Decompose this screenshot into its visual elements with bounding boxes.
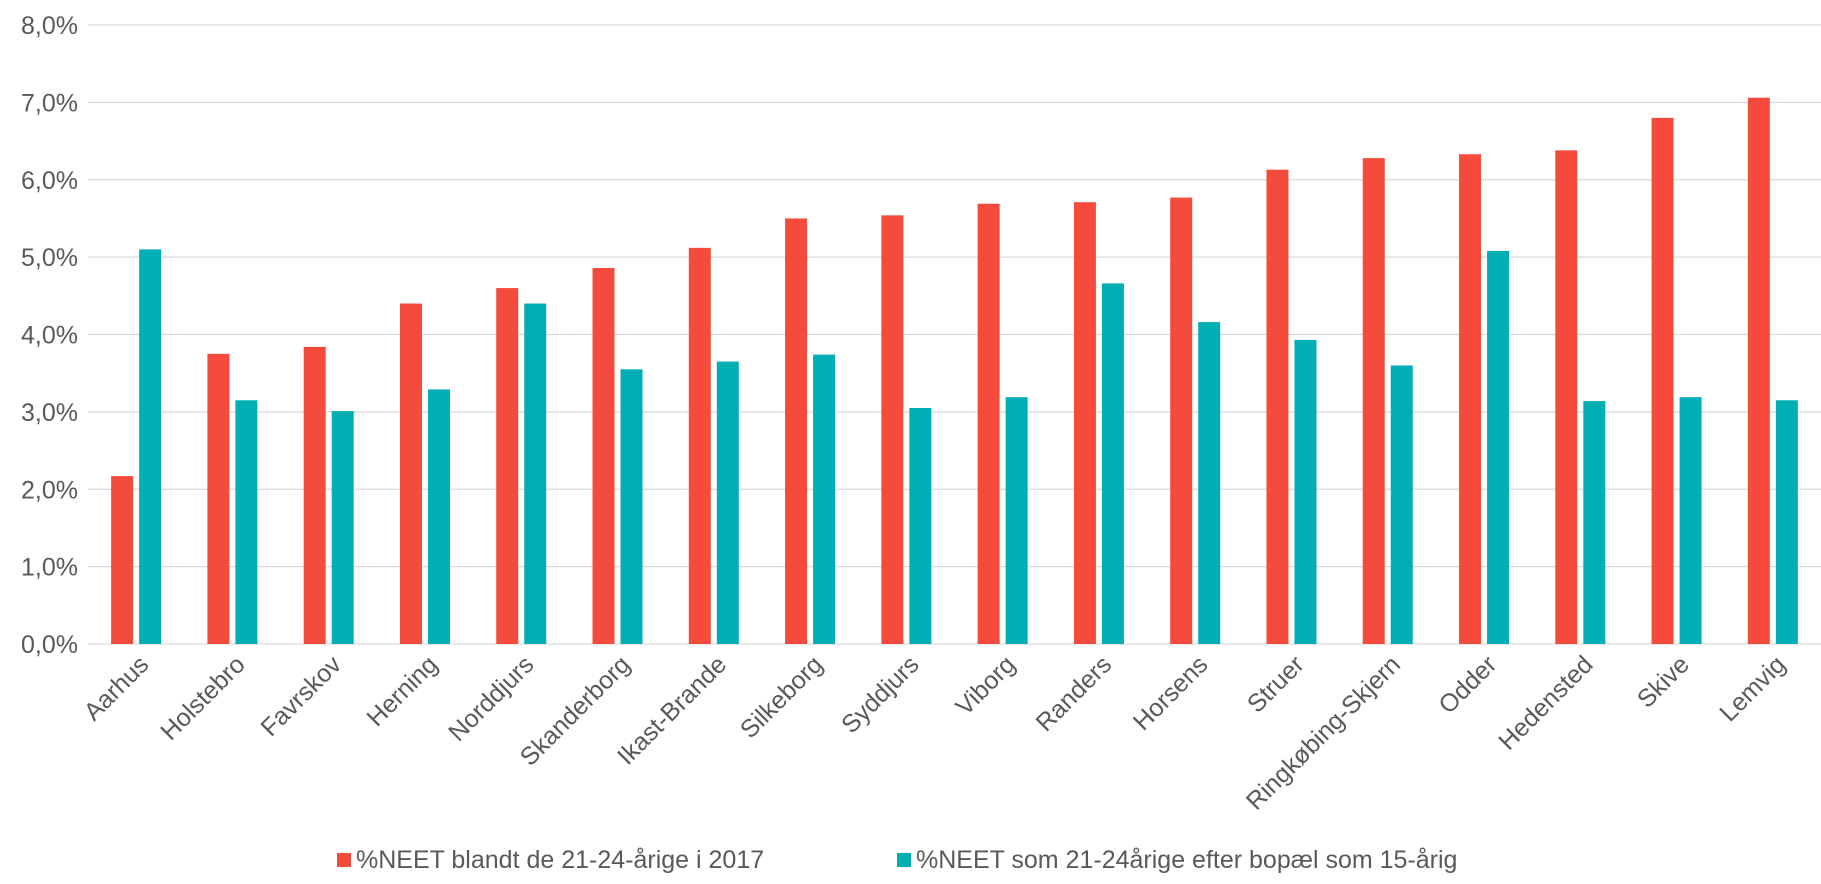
gridlines [88,24,1821,645]
y-tick-label: 5,0% [21,244,78,272]
legend-swatch [897,853,911,867]
x-category-label: Odder [1433,650,1502,719]
x-category-label: Silkeborg [735,650,829,744]
x-category-label: Lemvig [1714,650,1791,727]
bar-series-1 [1555,150,1578,644]
bar-series-1 [881,215,904,644]
legend-swatch [337,853,351,867]
y-tick-label: 7,0% [21,89,78,117]
bar-series-1 [111,476,134,644]
bar-series-1 [785,218,808,644]
x-category-label: Favrskov [255,650,347,742]
y-tick-label: 1,0% [21,554,78,582]
bar-series-1 [688,247,711,644]
bar-series-2 [235,400,258,644]
legend-label: %NEET som 21-24årige efter bopæl som 15-… [916,846,1457,874]
y-tick-label: 6,0% [21,167,78,195]
bar-series-1 [1459,154,1482,644]
x-category-label: Norddjurs [443,650,539,746]
bar-series-2 [1390,365,1413,644]
bar-series-1 [496,288,519,644]
x-axis-category-labels: Aarhus Holstebro Favrskov Herning Norddjurs S… [79,650,1792,816]
x-category-label: Horsens [1128,650,1214,736]
bar-series-1 [1362,158,1385,644]
bar-series-2 [1679,397,1702,644]
x-category-label: Hedensted [1493,650,1598,755]
bar-series-2 [1294,339,1317,644]
bar-series-2 [1583,401,1606,644]
x-category-label: Viborg [950,650,1021,721]
bar-series-1 [303,346,326,644]
y-tick-label: 2,0% [21,476,78,504]
bar-series-2 [1198,322,1221,644]
legend: %NEET blandt de 21-24-årige i 2017 %NEET … [337,846,1457,874]
x-category-label: Struer [1242,650,1310,718]
bars [111,97,1798,645]
x-category-label: Syddjurs [836,650,925,739]
bar-series-1 [1266,169,1289,644]
y-tick-label: 3,0% [21,399,78,427]
x-category-label: Herning [361,650,443,732]
x-category-label: Randers [1031,650,1118,737]
bar-series-1 [977,203,1000,644]
y-axis-tick-labels: 0,0% 1,0% 2,0% 3,0% 4,0% 5,0% 6,0% 7,0% 8,0% [21,12,78,659]
bar-series-2 [716,361,739,644]
legend-label: %NEET blandt de 21-24-årige i 2017 [356,846,764,874]
bar-series-1 [1073,202,1096,644]
bar-series-2 [1005,397,1028,644]
y-tick-label: 0,0% [21,631,78,659]
x-category-label: Skive [1632,650,1695,713]
x-category-label: Aarhus [79,650,155,726]
bar-series-2 [909,408,932,644]
bar-series-1 [399,303,422,644]
bar-series-2 [139,249,162,644]
bar-series-2 [427,389,450,644]
bar-series-2 [1487,250,1510,644]
bar-series-1 [207,353,230,644]
bar-series-2 [524,303,547,644]
y-tick-label: 4,0% [21,322,78,350]
bar-series-2 [1775,400,1798,644]
bar-series-2 [813,354,836,644]
bar-series-2 [331,411,354,644]
x-category-label: Holstebro [155,650,250,745]
bar-series-1 [1747,97,1770,645]
bar-series-1 [592,267,615,644]
y-tick-label: 8,0% [21,12,78,40]
bar-series-1 [1170,197,1193,644]
bar-series-2 [620,369,643,644]
bar-series-2 [1101,283,1124,644]
bar-series-1 [1651,117,1674,645]
